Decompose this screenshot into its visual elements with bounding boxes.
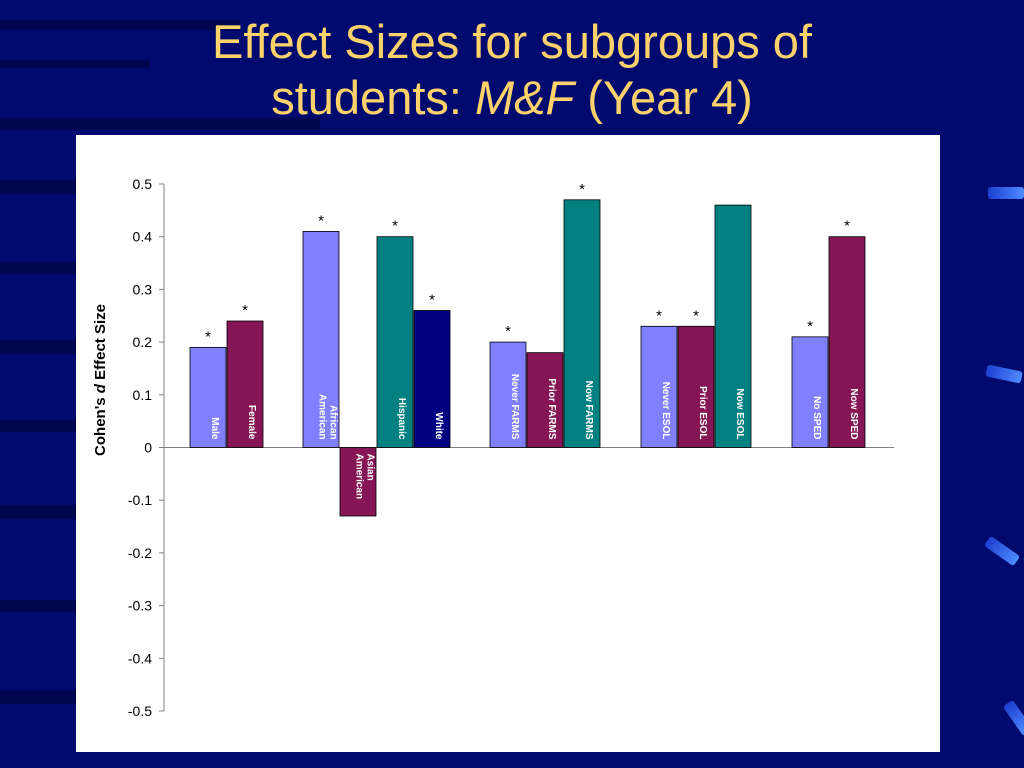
slide-title: Effect Sizes for subgroups of students: …: [0, 14, 1024, 126]
bar-label: Never FARMS: [509, 374, 520, 440]
bar: [714, 204, 752, 448]
bar: [791, 336, 829, 448]
y-tick-label: 0.3: [133, 281, 153, 297]
background-stripe: [0, 262, 76, 274]
significance-marker: *: [579, 181, 585, 198]
title-line-1: Effect Sizes for subgroups of: [211, 15, 812, 68]
bar-label: American: [317, 394, 328, 440]
bar-label: White: [433, 412, 444, 440]
decorative-dash: [1002, 699, 1024, 737]
significance-marker: *: [844, 218, 850, 235]
significance-marker: *: [242, 302, 248, 319]
background-stripe: [0, 505, 76, 519]
background-stripe: [0, 600, 76, 612]
y-tick-label: 0: [144, 440, 152, 456]
bar-label: Female: [246, 405, 257, 440]
bar: [376, 236, 414, 448]
bar-label: Hispanic: [396, 398, 407, 440]
background-stripe: [0, 340, 76, 354]
y-axis-label-prefix: Cohen's: [92, 393, 109, 456]
bar-label: Prior ESOL: [697, 386, 708, 439]
bar: [302, 231, 340, 448]
significance-marker: *: [205, 328, 211, 345]
y-tick-label: -0.5: [128, 703, 152, 719]
significance-marker: *: [807, 318, 813, 335]
y-tick-label: 0.4: [133, 229, 153, 245]
decorative-dash: [988, 187, 1024, 199]
y-tick-label: -0.1: [128, 492, 152, 508]
bar: [489, 341, 527, 448]
bar: [339, 447, 377, 517]
y-axis-label-italic: d: [92, 383, 109, 393]
bar-label: Asian: [365, 454, 376, 481]
bar-label: Now ESOL: [734, 388, 745, 439]
y-tick-label: -0.2: [128, 545, 152, 561]
bar: [189, 346, 227, 448]
significance-marker: *: [392, 218, 398, 235]
bar-label: Male: [209, 417, 220, 440]
bar: [563, 199, 601, 448]
bar: [828, 236, 866, 448]
y-tick-label: 0.5: [133, 176, 153, 192]
y-tick-label: 0.2: [133, 334, 153, 350]
significance-marker: *: [429, 291, 435, 308]
bar: [640, 325, 678, 448]
y-axis-label-suffix: Effect Size: [92, 304, 109, 384]
bar-label: Now FARMS: [583, 381, 594, 440]
background-stripe: [0, 690, 76, 704]
significance-marker: *: [505, 323, 511, 340]
significance-marker: *: [318, 212, 324, 229]
bar-label: Never ESOL: [660, 382, 671, 440]
y-tick-label: -0.3: [128, 598, 152, 614]
bar: [526, 352, 564, 448]
background-stripe: [0, 118, 320, 130]
y-tick-label: 0.1: [133, 387, 153, 403]
title-line-2: students: M&F (Year 4): [0, 70, 1024, 126]
background-stripe: [0, 180, 76, 194]
y-axis-label: Cohen's d Effect Size: [92, 304, 109, 456]
significance-marker: *: [693, 307, 699, 324]
background-stripe: [0, 60, 150, 68]
effect-size-chart: Cohen's d Effect Size 0.5 0.4 0.3 0.2 0.1 0 -0…: [92, 176, 894, 719]
y-tick-label: -0.4: [128, 650, 152, 666]
decorative-dash: [985, 364, 1023, 384]
title-prefix: students:: [271, 71, 476, 124]
bar-label: African: [328, 405, 339, 439]
bar: [677, 325, 715, 448]
background-stripe: [0, 420, 76, 432]
bar-label: American: [354, 454, 365, 500]
decorative-dash: [983, 535, 1021, 567]
significance-marker: *: [656, 307, 662, 324]
bar-label: Now SPED: [848, 388, 859, 439]
background-stripe: [0, 20, 240, 30]
chart-panel: Cohen's d Effect Size 0.5 0.4 0.3 0.2 0.1 0 -0…: [76, 135, 940, 752]
bar: [226, 320, 264, 448]
bar-label: Prior FARMS: [546, 378, 557, 439]
bar: [413, 310, 451, 448]
bar-label: No SPED: [811, 396, 822, 439]
title-program-name: M&F: [475, 71, 575, 124]
title-suffix: (Year 4): [574, 71, 753, 124]
